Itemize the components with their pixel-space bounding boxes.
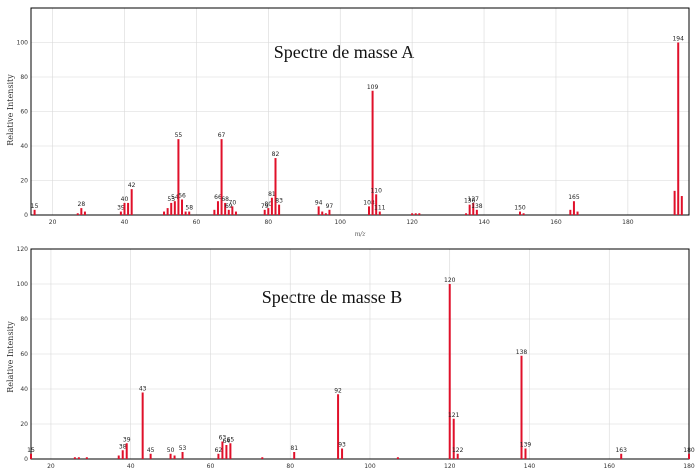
chart-a-peak-label: 69: [225, 203, 233, 210]
chart-b-x-tick-label: 160: [604, 463, 616, 470]
chart-a-peak-label: 79: [261, 203, 269, 210]
chart-b-y-tick-label: 80: [20, 316, 28, 323]
chart-a-y-tick-label: 80: [20, 74, 28, 81]
chart-a-peak-label: 108: [363, 199, 375, 206]
chart-a-peak-label: 110: [370, 187, 382, 194]
chart-b-y-tick-label: 60: [20, 351, 28, 358]
chart-b-peak-label: 120: [444, 277, 456, 284]
chart-b-peak-label: 63: [219, 435, 227, 442]
chart-b-y-tick-label: 120: [17, 246, 29, 253]
chart-b-peak-label: 93: [338, 442, 346, 449]
chart-a-y-tick-label: 0: [24, 212, 28, 219]
chart-a-peak-label: 70: [229, 199, 237, 206]
chart-a-peak-label: 81: [268, 191, 276, 198]
chart-b-title: Spectre de masse B: [262, 287, 402, 307]
chart-a-peak-label: 42: [128, 182, 136, 189]
chart-a-peak-label: 82: [272, 151, 280, 158]
chart-a-peak-label: 54: [171, 194, 179, 201]
chart-a-peak-label: 194: [672, 36, 684, 43]
chart-a-x-tick-label: 100: [334, 219, 346, 226]
chart-b-x-tick-label: 120: [444, 463, 456, 470]
chart-a-peak-label: 165: [568, 194, 580, 201]
chart-a-peak-label: 94: [315, 199, 323, 206]
chart-b-y-tick-label: 20: [20, 421, 28, 428]
chart-a-peak-label: 80: [264, 201, 272, 208]
chart-b-peak-label: 180: [683, 447, 695, 454]
chart-b-y-tick-label: 100: [17, 281, 29, 288]
chart-a-x-tick-label: 20: [49, 219, 57, 226]
chart-b-peak-label: 65: [227, 436, 235, 443]
chart-b-x-tick-label: 180: [683, 463, 695, 470]
chart-a-peak-label: 58: [185, 205, 193, 212]
chart-b-peak-label: 122: [452, 447, 464, 454]
chart-a-peak-label: 55: [175, 132, 183, 139]
chart-a-peak-label: 68: [221, 196, 229, 203]
chart-b-peak-label: 43: [139, 386, 147, 393]
mass-spectrum-b: Spectre de masse B Relative Intensity 20…: [6, 246, 695, 470]
chart-a-peak-label: 56: [178, 192, 186, 199]
chart-a-y-tick-label: 60: [20, 109, 28, 116]
chart-a-y-tick-label: 40: [20, 143, 28, 150]
chart-a-peak-label: 28: [78, 201, 86, 208]
chart-a-title: Spectre de masse A: [274, 42, 414, 62]
chart-b-peak-label: 121: [448, 412, 460, 419]
chart-a-x-tick-label: 80: [264, 219, 272, 226]
chart-a-x-tick-label: 140: [478, 219, 490, 226]
chart-b-plot-frame: [30, 248, 690, 460]
chart-a-peak-label: 39: [117, 205, 125, 212]
chart-b-peak-label: 138: [516, 349, 528, 356]
chart-a-x-tick-label: 160: [550, 219, 562, 226]
chart-a-x-tick-label: 180: [622, 219, 634, 226]
chart-a-peak-label: 83: [275, 198, 283, 205]
chart-b-peak-label: 50: [167, 447, 175, 454]
chart-a-x-axis-label: m/z: [355, 231, 367, 238]
chart-b-y-axis-label: Relative Intensity: [6, 321, 15, 393]
chart-a-peak-label: 67: [218, 132, 226, 139]
chart-b-y-tick-label: 0: [24, 456, 28, 463]
chart-a-peak-label: 53: [167, 196, 175, 203]
chart-a-peak-label: 15: [31, 203, 39, 210]
chart-a-peak-label: 137: [468, 196, 480, 203]
chart-b-x-tick-label: 140: [524, 463, 536, 470]
chart-b-peak-label: 139: [520, 442, 532, 449]
chart-a-y-tick-label: 20: [20, 178, 28, 185]
chart-a-x-tick-label: 40: [121, 219, 129, 226]
chart-a-peak-label: 66: [214, 194, 222, 201]
chart-a-peak-label: 138: [471, 203, 483, 210]
chart-a-peak-label: 40: [121, 196, 129, 203]
chart-b-peak-label: 64: [223, 438, 231, 445]
chart-b-peak-label: 62: [215, 447, 223, 454]
chart-a-peak-label: 97: [326, 203, 334, 210]
chart-a-peak-label: 136: [464, 198, 476, 205]
chart-b-x-tick-label: 100: [364, 463, 376, 470]
chart-a-peak-label: 150: [514, 205, 526, 212]
chart-b-peak-label: 92: [334, 387, 342, 394]
chart-a-peak-label: 111: [374, 205, 386, 212]
chart-b-peak-label: 15: [27, 447, 35, 454]
chart-a-plot-frame: [30, 7, 690, 216]
chart-b-peak-label: 81: [290, 445, 298, 452]
chart-b-peak-label: 38: [119, 443, 127, 450]
chart-b-y-tick-label: 40: [20, 386, 28, 393]
chart-b-peak-label: 53: [179, 445, 187, 452]
chart-b-x-tick-label: 80: [286, 463, 294, 470]
chart-a-y-axis-label: Relative Intensity: [6, 74, 15, 146]
chart-b-x-tick-label: 40: [127, 463, 135, 470]
chart-b-x-tick-label: 20: [47, 463, 55, 470]
chart-b-peak-label: 163: [615, 447, 627, 454]
chart-b-x-tick-label: 60: [207, 463, 215, 470]
chart-b-peak-label: 39: [123, 436, 131, 443]
mass-spectrum-a: Spectre de masse A Relative Intensity m/…: [6, 7, 690, 238]
chart-a-x-tick-label: 120: [406, 219, 418, 226]
chart-a-y-tick-label: 100: [17, 40, 29, 47]
chart-a-x-tick-label: 60: [193, 219, 201, 226]
chart-a-peak-label: 109: [367, 84, 379, 91]
chart-b-peak-label: 45: [147, 447, 155, 454]
